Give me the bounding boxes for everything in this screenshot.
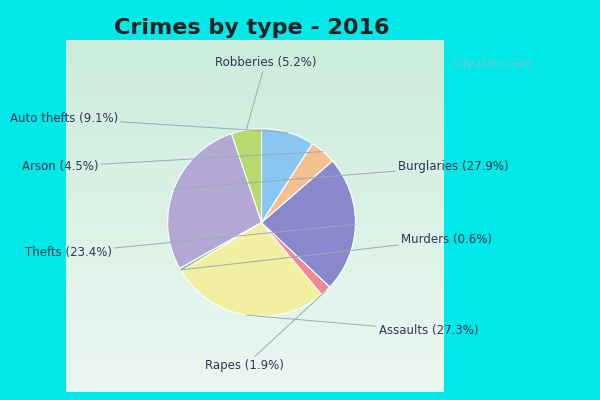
Bar	[66, 174, 444, 183]
Text: Assaults (27.3%): Assaults (27.3%)	[246, 315, 478, 337]
Bar	[66, 350, 444, 358]
Bar	[66, 341, 444, 350]
Bar	[66, 8, 444, 16]
Text: Auto thefts (9.1%): Auto thefts (9.1%)	[10, 112, 288, 132]
Text: Thefts (23.4%): Thefts (23.4%)	[25, 224, 355, 259]
Wedge shape	[181, 222, 322, 316]
Wedge shape	[232, 129, 262, 222]
Bar	[66, 74, 444, 82]
Bar	[66, 374, 444, 383]
Bar	[66, 116, 444, 124]
Bar	[66, 41, 444, 49]
Bar	[66, 66, 444, 74]
Bar	[66, 324, 444, 333]
Bar	[66, 241, 444, 249]
Bar	[66, 316, 444, 324]
Bar	[66, 300, 444, 308]
Bar	[66, 391, 444, 400]
Bar	[66, 166, 444, 174]
Bar	[66, 383, 444, 391]
Bar	[66, 58, 444, 66]
Text: Burglaries (27.9%): Burglaries (27.9%)	[174, 160, 509, 189]
Bar	[66, 24, 444, 32]
Bar	[66, 183, 444, 191]
Bar	[66, 224, 444, 233]
Bar	[66, 283, 444, 291]
Bar	[66, 16, 444, 24]
Text: Robberies (5.2%): Robberies (5.2%)	[215, 56, 316, 130]
Text: Arson (4.5%): Arson (4.5%)	[22, 152, 323, 173]
Bar	[66, 266, 444, 274]
Bar	[66, 358, 444, 366]
Wedge shape	[262, 129, 313, 222]
Bar	[66, 366, 444, 374]
Bar	[66, 274, 444, 283]
Bar	[66, 308, 444, 316]
Bar	[66, 32, 444, 41]
Text: Crimes by type - 2016: Crimes by type - 2016	[114, 18, 390, 38]
Bar	[66, 91, 444, 99]
Bar	[66, 199, 444, 208]
Bar	[66, 191, 444, 199]
Bar	[66, 149, 444, 158]
Bar	[66, 208, 444, 216]
Wedge shape	[262, 222, 330, 295]
Bar	[66, 258, 444, 266]
Text: Rapes (1.9%): Rapes (1.9%)	[205, 291, 326, 372]
Wedge shape	[179, 222, 262, 272]
Bar	[66, 49, 444, 58]
Bar	[66, 108, 444, 116]
Bar	[66, 233, 444, 241]
Bar	[66, 291, 444, 300]
Text: City-Data.com: City-Data.com	[452, 59, 532, 69]
Bar	[66, 249, 444, 258]
Bar	[66, 216, 444, 224]
Bar	[66, 141, 444, 149]
Wedge shape	[167, 134, 262, 268]
Wedge shape	[262, 144, 332, 222]
Bar	[66, 99, 444, 108]
Bar	[66, 132, 444, 141]
Wedge shape	[262, 161, 355, 287]
Text: Murders (0.6%): Murders (0.6%)	[181, 233, 492, 270]
Bar	[66, 124, 444, 132]
Bar	[66, 333, 444, 341]
Bar	[66, 158, 444, 166]
Bar	[66, 82, 444, 91]
